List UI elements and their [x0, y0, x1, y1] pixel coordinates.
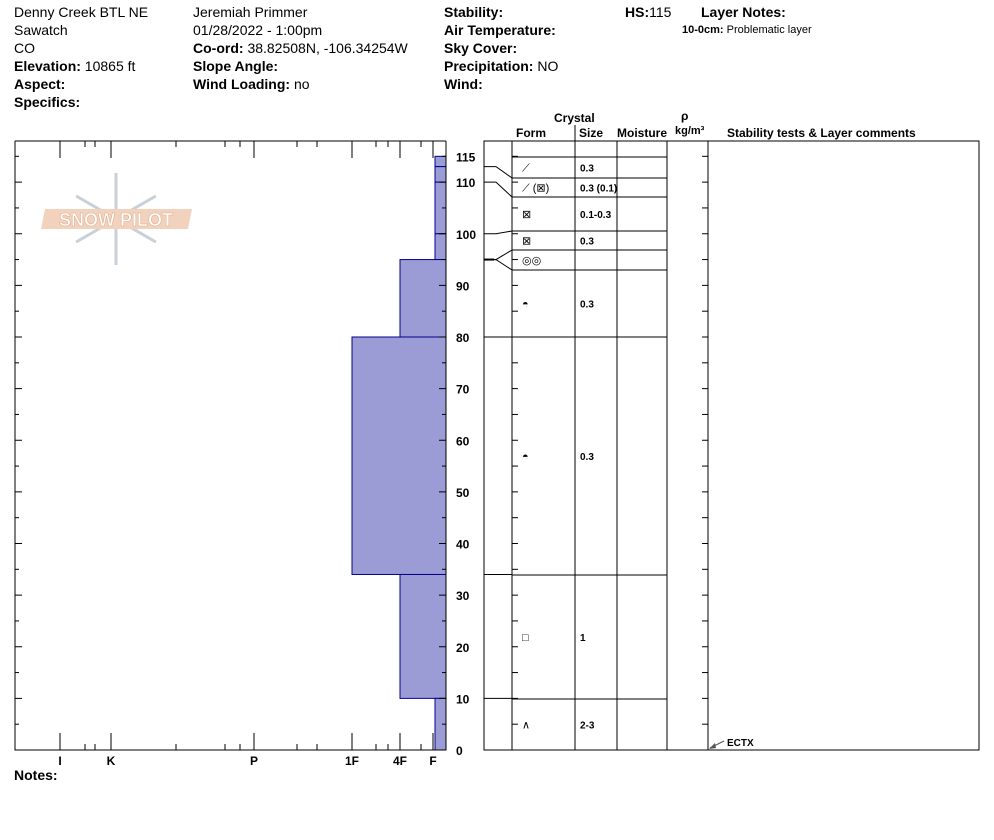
hardness-label-K: K [107, 754, 116, 768]
layer-connector [484, 181, 513, 198]
height-label: 30 [456, 589, 470, 603]
layer-connector [484, 249, 513, 261]
height-label: 0 [456, 744, 463, 758]
logo-text: SNOW PILOT [59, 210, 173, 230]
crystal-size: 1 [580, 633, 586, 644]
mountain-range: Sawatch [14, 22, 68, 38]
slope-angle-label: Slope Angle: [193, 58, 279, 74]
specifics-label: Specifics: [14, 94, 81, 110]
precipitation: Precipitation: NO [444, 58, 559, 74]
elevation: Elevation: 10865 ft [14, 58, 136, 74]
snow-height: HS:115 [625, 4, 672, 20]
form-header: Form [516, 126, 546, 140]
crystal-form-icon: ◓ [522, 299, 529, 311]
crystal-form-icon: ∧ [522, 720, 530, 732]
air-temp-label: Air Temperature: [444, 22, 556, 38]
crystal-size: 2-3 [580, 721, 595, 732]
hardness-frame [14, 141, 447, 751]
notes-label: Notes: [14, 767, 58, 783]
crystal-form-icon: ⟋ (⊠) [522, 183, 549, 195]
height-label: 110 [456, 176, 476, 190]
crystal-size: 0.1-0.3 [580, 210, 612, 221]
layer-connector [484, 230, 513, 235]
crystal-form-icon: ⊠ [522, 209, 531, 221]
hardness-bar [434, 166, 447, 183]
height-label: 50 [456, 486, 470, 500]
height-label: 80 [456, 331, 470, 345]
height-label: 60 [456, 434, 470, 448]
layer-connector [484, 259, 513, 271]
observer: Jeremiah Primmer [193, 4, 308, 20]
hardness-label-1F: 1F [345, 754, 359, 768]
stability-label: Stability: [444, 4, 504, 20]
crystal-form-icon: ◎◎ [522, 255, 541, 267]
layer-note: 10-0cm: Problematic layer [682, 24, 812, 36]
crystal-form-icon: □ [522, 632, 529, 644]
hardness-bar [399, 259, 447, 338]
hardness-bar [399, 573, 447, 699]
crystal-form-icon: ⊠ [522, 236, 531, 248]
hardness-bar [351, 336, 447, 575]
layer-table-frame [483, 140, 980, 751]
crystal-size: 0.3 [580, 164, 594, 175]
hardness-bar [434, 155, 447, 168]
logo-banner [41, 209, 192, 229]
datetime: 01/28/2022 - 1:00pm [193, 22, 323, 38]
size-header: Size [579, 126, 604, 140]
height-label: 40 [456, 538, 470, 552]
crystal-header: Crystal [554, 111, 595, 125]
hardness-label-F: F [429, 754, 436, 768]
density-unit: kg/m³ [675, 125, 705, 137]
location-name: Denny Creek BTL NE [14, 4, 149, 20]
stability-test-label: ECTX [727, 738, 754, 749]
crystal-size: 0.3 (0.1) [580, 184, 617, 195]
layer-notes-label: Layer Notes: [701, 4, 786, 20]
hardness-label-4F: 4F [393, 754, 407, 768]
layer-connector [484, 166, 513, 179]
hardness-label-P: P [250, 754, 258, 768]
crystal-form-icon: ⟋ [522, 163, 530, 175]
density-symbol: ρ [681, 109, 689, 123]
crystal-size: 0.3 [580, 300, 594, 311]
hardness-bar [434, 233, 447, 261]
height-label: 115 [456, 150, 476, 164]
hardness-label-I: I [58, 754, 61, 768]
moisture-header: Moisture [617, 126, 668, 140]
height-label: 100 [456, 228, 476, 242]
coordinates: Co-ord: 38.82508N, -106.34254W [193, 40, 408, 56]
height-label: 90 [456, 279, 470, 293]
crystal-size: 0.3 [580, 237, 594, 248]
wind-loading: Wind Loading: no [193, 76, 310, 92]
test-arrow-icon [709, 743, 716, 749]
crystal-form-icon: ◓ [522, 451, 529, 463]
height-label: 10 [456, 692, 470, 706]
aspect-label: Aspect: [14, 76, 66, 92]
wind-label: Wind: [444, 76, 483, 92]
crystal-size: 0.3 [580, 452, 594, 463]
height-label: 20 [456, 641, 470, 655]
stability-header: Stability tests & Layer comments [727, 126, 916, 140]
state: CO [14, 40, 35, 56]
height-label: 70 [456, 383, 470, 397]
sky-cover-label: Sky Cover: [444, 40, 518, 56]
